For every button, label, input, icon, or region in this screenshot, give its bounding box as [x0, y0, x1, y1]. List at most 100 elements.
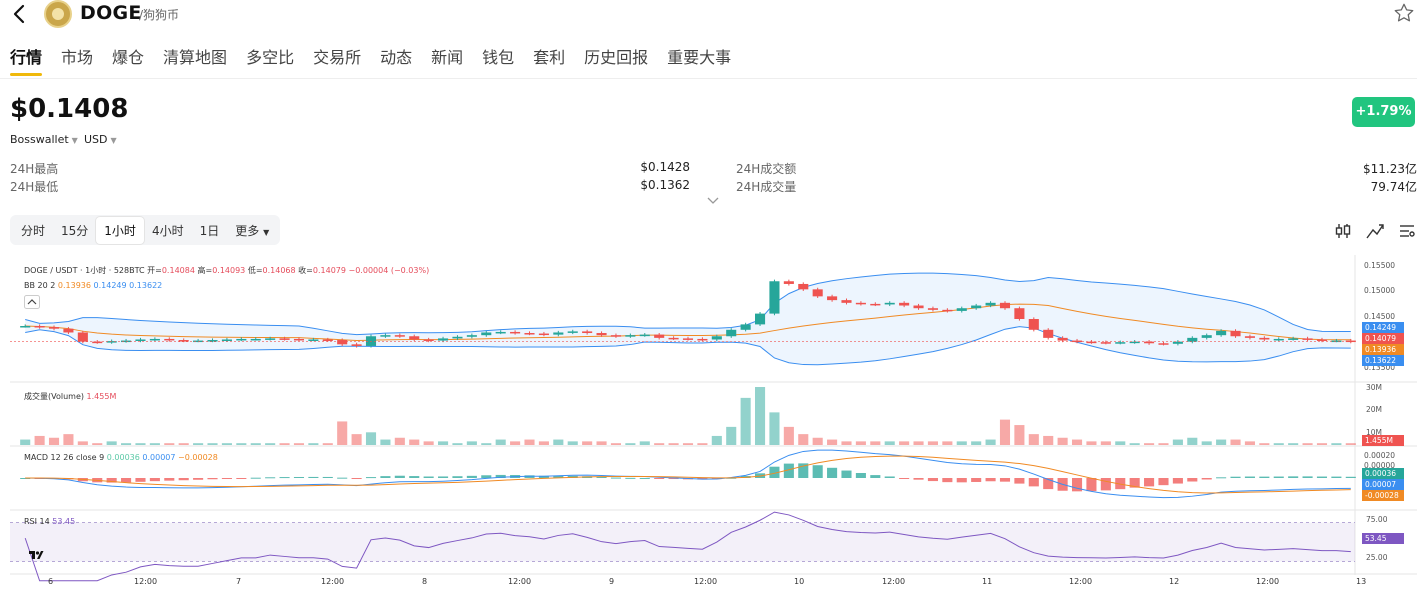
candle — [1187, 337, 1198, 342]
coin-name: DOGE — [80, 2, 142, 24]
volume-bar — [755, 387, 766, 445]
currency-select[interactable]: USD ▼ — [84, 133, 117, 146]
volume-bar — [207, 443, 218, 445]
tab-news[interactable]: 新闻 — [431, 48, 464, 67]
interval-4h[interactable]: 4小时 — [151, 223, 184, 238]
candle — [553, 332, 564, 335]
interval-timeshare[interactable]: 分时 — [21, 223, 46, 238]
volume-bar — [365, 432, 377, 445]
tab-long-short[interactable]: 多空比 — [246, 48, 295, 67]
volume-bar — [855, 441, 866, 445]
stat-high-label: 24H最高 — [10, 162, 59, 176]
macd-signal-line — [25, 455, 1351, 494]
macd-histogram-bar — [322, 476, 333, 478]
tab-exchanges[interactable]: 交易所 — [313, 48, 362, 67]
macd-histogram-bar — [438, 476, 449, 478]
candle — [538, 333, 549, 336]
star-icon[interactable] — [1393, 2, 1415, 24]
volume-bar — [106, 441, 117, 445]
volume-bar — [308, 443, 319, 445]
macd-histogram-bar — [365, 477, 377, 479]
bb-label: BB 20 2 — [24, 281, 56, 290]
volume-bar — [1230, 439, 1241, 445]
candle — [812, 289, 823, 297]
candle — [394, 335, 405, 337]
bb-upper-value: 0.14249 — [93, 281, 127, 290]
indicator-icon[interactable] — [1333, 221, 1353, 241]
volume-bar — [193, 443, 204, 445]
caret-down-icon: ▼ — [110, 136, 117, 145]
macd-histogram-bar — [1288, 476, 1299, 478]
macd-histogram-bar — [236, 478, 247, 479]
interval-15m[interactable]: 15分 — [61, 223, 89, 238]
volume-bar — [985, 439, 996, 445]
rsi-value: 53.45 — [52, 517, 76, 526]
chart-canvas[interactable] — [10, 255, 1417, 596]
candle — [466, 335, 477, 337]
settings-list-icon[interactable] — [1397, 221, 1417, 241]
candle — [452, 336, 463, 339]
exchange-select[interactable]: Bosswallet ▼ — [10, 133, 78, 146]
bb-mid-value: 0.13936 — [57, 281, 91, 290]
macd-signal-tag: -0.00028 — [1362, 490, 1404, 501]
back-arrow-icon[interactable] — [8, 2, 32, 26]
candle — [20, 326, 31, 328]
last-price-tag: 0.14079 — [1362, 333, 1404, 344]
volume-bar — [596, 441, 607, 445]
time-label: 6 — [48, 577, 54, 586]
time-label: 12:00 — [1069, 577, 1093, 586]
tab-history-returns[interactable]: 历史回报 — [584, 48, 649, 67]
candle — [927, 308, 938, 310]
tab-arbitrage[interactable]: 套利 — [533, 48, 566, 67]
candle — [913, 305, 924, 309]
chart-title: DOGE / USDT · 1小时 · 528BTC — [24, 266, 145, 275]
price-axis-label: 0.13500 — [1364, 363, 1396, 372]
macd-histogram-bar — [654, 478, 665, 479]
volume-bar — [769, 412, 780, 445]
tab-market[interactable]: 市场 — [61, 48, 94, 67]
candle — [567, 331, 578, 333]
volume-bar — [495, 439, 506, 445]
candle — [1230, 330, 1241, 337]
volume-bar — [639, 441, 650, 445]
expand-chevron-icon[interactable] — [706, 195, 720, 207]
candle — [279, 338, 290, 340]
current-price: $0.1408 — [10, 94, 129, 124]
tab-liquidation-map[interactable]: 清算地图 — [163, 48, 228, 67]
high-value: 0.14093 — [212, 266, 246, 275]
tab-wallet[interactable]: 钱包 — [482, 48, 515, 67]
interval-more[interactable]: 更多 ▼ — [227, 217, 277, 244]
interval-1d[interactable]: 1日 — [199, 223, 220, 238]
macd-histogram-bar — [1230, 476, 1241, 478]
volume-bar — [553, 439, 564, 445]
volume-bar — [956, 441, 967, 445]
volume-bar — [221, 443, 232, 445]
candle — [77, 332, 88, 342]
volume-axis-label: 30M — [1366, 383, 1383, 392]
macd-histogram-bar — [193, 478, 204, 480]
change-value: −0.00004 (−0.03%) — [348, 266, 430, 275]
tab-activity[interactable]: 动态 — [380, 48, 413, 67]
price-chart[interactable]: DOGE / USDT · 1小时 · 528BTC 开=0.14084 高=0… — [10, 255, 1417, 596]
candle — [855, 302, 866, 305]
candle — [1158, 343, 1169, 345]
candle — [1014, 308, 1025, 319]
stat-turnover-value: $11.23亿 — [1363, 162, 1417, 176]
candle — [380, 335, 391, 337]
interval-1h[interactable]: 1小时 — [96, 216, 144, 244]
collapse-legend-icon[interactable] — [24, 295, 40, 309]
time-label: 11 — [982, 577, 993, 586]
candle — [827, 296, 838, 301]
candle — [1259, 337, 1270, 340]
tab-liquidation[interactable]: 爆仓 — [112, 48, 145, 67]
volume-bar — [510, 441, 521, 445]
tab-market-quote[interactable]: 行情 — [10, 48, 43, 67]
macd-histogram-bar — [1014, 478, 1025, 484]
volume-bar — [1172, 439, 1183, 445]
macd-histogram-bar — [1086, 478, 1097, 492]
macd-histogram-bar — [308, 476, 319, 478]
price-axis-label: 0.15500 — [1364, 261, 1396, 270]
volume-bar — [1216, 439, 1227, 445]
draw-line-icon[interactable] — [1365, 221, 1385, 241]
tab-major-events[interactable]: 重要大事 — [667, 48, 732, 67]
